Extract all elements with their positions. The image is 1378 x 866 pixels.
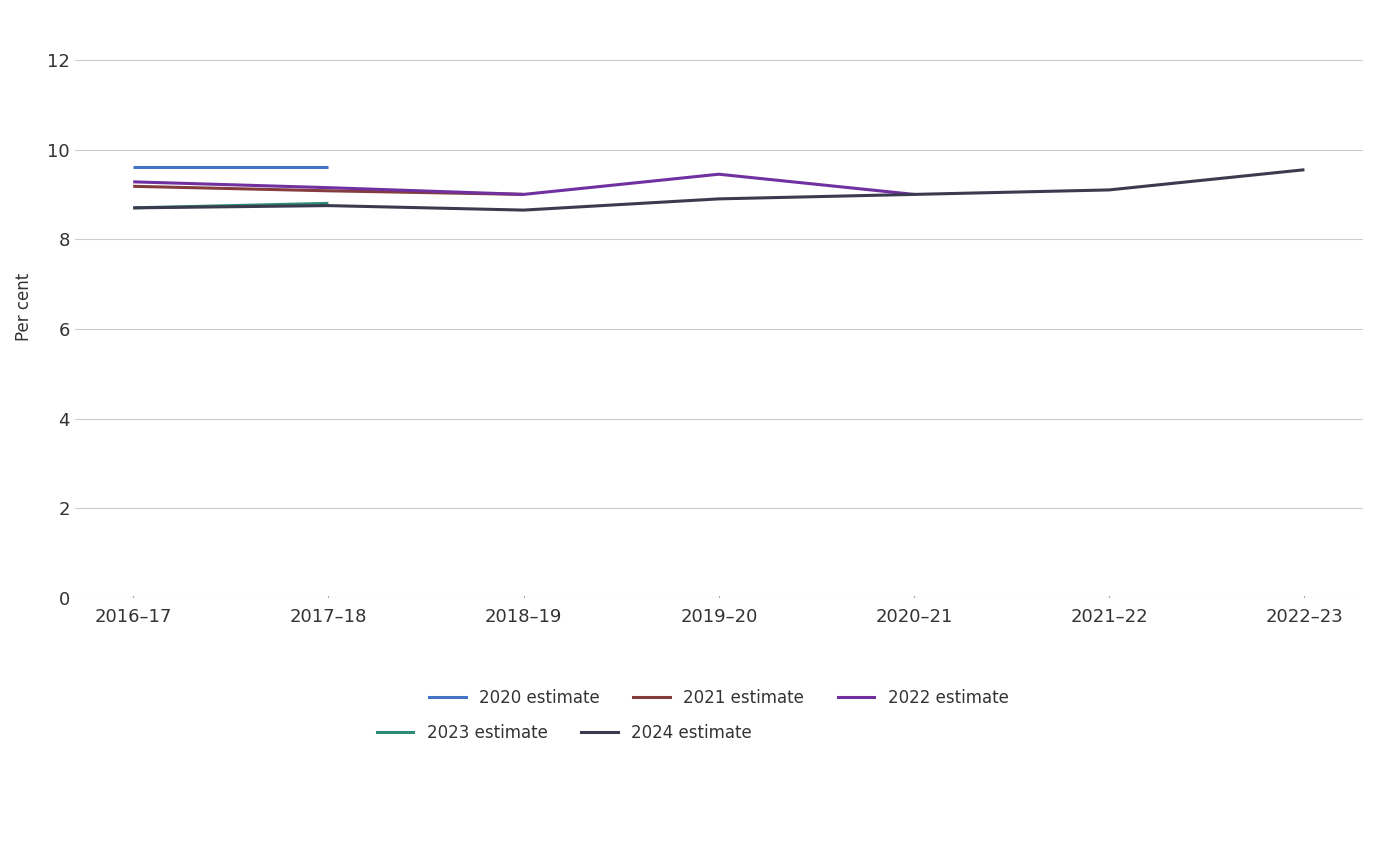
Legend: 2023 estimate, 2024 estimate: 2023 estimate, 2024 estimate bbox=[371, 717, 758, 748]
Y-axis label: Per cent: Per cent bbox=[15, 273, 33, 340]
